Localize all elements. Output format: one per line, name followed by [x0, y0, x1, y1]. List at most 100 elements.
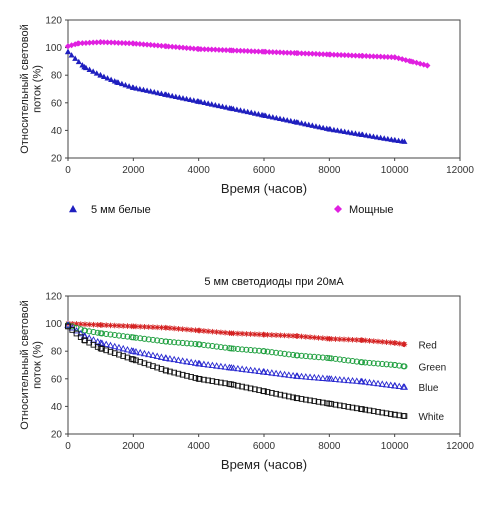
data-point	[217, 362, 225, 370]
data-point	[130, 40, 137, 47]
data-point	[170, 355, 178, 363]
y-tick-label: 40	[51, 402, 63, 413]
data-point	[281, 392, 288, 399]
data-point	[124, 354, 131, 361]
data-point	[179, 95, 186, 101]
data-point	[153, 352, 161, 359]
data-point	[311, 334, 318, 341]
data-point	[223, 47, 230, 54]
data-point	[104, 75, 111, 81]
data-point	[261, 388, 267, 395]
data-point	[176, 44, 183, 51]
data-point	[377, 134, 384, 141]
data-point	[191, 359, 199, 366]
data-point	[222, 344, 229, 351]
data-point	[158, 324, 165, 331]
data-point	[311, 398, 318, 404]
data-point	[64, 321, 72, 328]
data-point	[100, 39, 107, 46]
data-point	[183, 44, 190, 51]
data-point	[353, 405, 360, 412]
data-point	[65, 43, 71, 50]
data-point	[366, 337, 373, 344]
data-point	[307, 334, 313, 340]
data-point	[183, 357, 191, 365]
data-point	[243, 331, 250, 337]
y-tick-label: 120	[45, 16, 62, 27]
data-point	[201, 376, 207, 383]
data-point	[374, 379, 382, 387]
data-point	[396, 340, 403, 347]
data-point	[154, 364, 161, 371]
chart-title: 5 мм светодиоды при 20мА	[204, 276, 344, 288]
data-point	[218, 329, 224, 336]
data-point	[172, 44, 179, 51]
data-point	[172, 93, 179, 99]
data-point	[195, 45, 202, 52]
data-point	[290, 351, 297, 358]
data-point	[251, 48, 258, 55]
data-point	[208, 361, 216, 369]
data-point	[391, 137, 398, 143]
data-point	[345, 336, 352, 343]
data-point	[107, 348, 114, 355]
data-point	[77, 321, 84, 327]
data-point	[221, 363, 229, 370]
data-point	[302, 120, 309, 127]
data-point	[251, 367, 259, 374]
data-point	[114, 79, 120, 85]
x-axis-label: Время (часов)	[221, 181, 307, 196]
data-point	[158, 42, 165, 49]
data-point	[163, 324, 169, 331]
series-green	[64, 321, 408, 370]
data-point	[326, 400, 333, 407]
data-point	[316, 51, 323, 58]
data-point	[378, 380, 386, 387]
data-point	[302, 373, 310, 380]
data-point	[401, 138, 408, 144]
data-point	[338, 51, 345, 58]
data-point	[192, 375, 199, 381]
data-point	[276, 370, 284, 377]
data-point	[326, 126, 333, 132]
data-point	[209, 343, 216, 350]
data-point	[228, 105, 235, 111]
data-point	[97, 72, 104, 78]
data-point	[175, 325, 182, 332]
x-tick-label: 8000	[318, 165, 341, 176]
data-point	[286, 332, 292, 339]
data-point	[115, 343, 123, 351]
data-point	[192, 327, 199, 334]
data-point	[219, 103, 226, 109]
data-point	[129, 347, 137, 354]
data-point	[387, 339, 394, 346]
data-point	[341, 52, 348, 59]
series-blue	[64, 321, 409, 390]
data-point	[332, 336, 339, 342]
data-point	[359, 52, 365, 59]
data-point	[340, 376, 348, 383]
data-point	[126, 40, 133, 47]
data-point	[130, 84, 137, 91]
y-tick-label: 20	[51, 154, 63, 165]
data-point	[201, 328, 207, 334]
data-point	[382, 380, 391, 388]
data-point	[366, 407, 373, 414]
data-point	[315, 398, 322, 405]
data-point	[86, 66, 93, 72]
data-point	[383, 339, 390, 346]
data-point	[187, 45, 194, 52]
data-point	[108, 39, 115, 46]
data-point	[277, 332, 284, 339]
data-point	[195, 359, 203, 367]
data-point	[169, 43, 176, 50]
data-point	[268, 349, 275, 356]
data-point	[260, 368, 268, 375]
data-point	[336, 356, 343, 363]
data-point	[97, 345, 104, 352]
data-point	[353, 337, 360, 343]
data-point	[81, 63, 88, 70]
data-point	[187, 358, 195, 366]
data-point	[336, 336, 343, 343]
legend-label: Мощные	[349, 204, 394, 216]
